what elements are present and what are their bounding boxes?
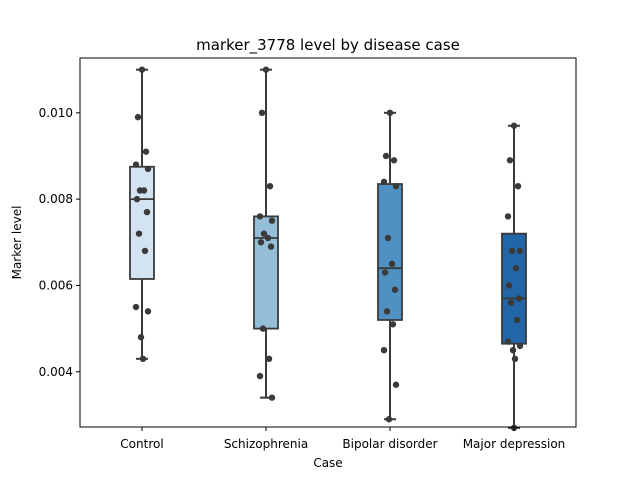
y-axis-label: Marker level bbox=[10, 206, 24, 280]
data-point bbox=[259, 325, 267, 332]
data-point bbox=[142, 148, 150, 155]
data-point bbox=[257, 239, 265, 246]
data-point bbox=[143, 208, 151, 216]
data-point bbox=[267, 243, 275, 250]
data-point bbox=[260, 230, 268, 237]
plot-content bbox=[129, 66, 527, 432]
data-point bbox=[514, 182, 522, 190]
x-tick-label: Bipolar disorder bbox=[342, 437, 437, 451]
x-tick-label: Control bbox=[120, 437, 163, 451]
swarm-points-0 bbox=[132, 66, 152, 363]
data-point bbox=[381, 269, 389, 276]
data-point bbox=[256, 213, 264, 220]
data-point bbox=[512, 264, 520, 272]
data-point bbox=[265, 355, 273, 363]
data-point bbox=[504, 213, 512, 220]
data-point bbox=[380, 178, 388, 186]
data-point bbox=[134, 113, 142, 121]
data-point bbox=[511, 355, 519, 363]
data-point bbox=[385, 416, 393, 423]
x-axis-label: Case bbox=[313, 456, 342, 470]
data-point bbox=[268, 217, 276, 224]
data-point bbox=[141, 247, 149, 255]
x-axis: Control Schizophrenia Bipolar disorder Majo… bbox=[120, 427, 565, 451]
data-point bbox=[258, 109, 266, 117]
data-point bbox=[266, 182, 274, 190]
data-point bbox=[392, 182, 400, 190]
box-group-0 bbox=[129, 68, 155, 360]
data-point bbox=[137, 334, 145, 341]
box-iqr bbox=[377, 183, 403, 321]
data-point bbox=[508, 247, 516, 255]
data-point bbox=[516, 342, 524, 350]
data-point bbox=[140, 187, 148, 194]
data-point bbox=[262, 66, 270, 73]
data-point bbox=[390, 157, 398, 164]
plot-frame bbox=[79, 57, 577, 428]
data-point bbox=[135, 230, 143, 237]
data-point bbox=[383, 308, 391, 315]
y-axis: 0.004 0.006 0.008 0.010 bbox=[39, 106, 80, 379]
data-point bbox=[513, 316, 521, 324]
data-point bbox=[388, 260, 396, 268]
data-point bbox=[132, 161, 140, 168]
box-group-2 bbox=[377, 111, 403, 421]
swarm-points-1 bbox=[256, 66, 276, 401]
x-tick-label: Schizophrenia bbox=[224, 437, 308, 451]
data-point bbox=[133, 195, 141, 203]
y-tick-label: 0.006 bbox=[39, 278, 73, 292]
data-point bbox=[386, 109, 394, 117]
chart-title: marker_3778 level by disease case bbox=[196, 36, 460, 55]
y-tick-label: 0.010 bbox=[39, 106, 73, 120]
y-tick-label: 0.004 bbox=[39, 365, 73, 379]
data-point bbox=[516, 247, 524, 255]
data-point bbox=[504, 338, 512, 345]
data-point bbox=[505, 282, 513, 289]
data-point bbox=[389, 321, 397, 328]
data-point bbox=[268, 394, 276, 401]
data-point bbox=[138, 66, 146, 73]
data-point bbox=[256, 372, 264, 380]
data-point bbox=[506, 157, 514, 164]
data-point bbox=[509, 346, 517, 354]
box-iqr bbox=[129, 165, 155, 280]
x-tick-label: Major depression bbox=[463, 437, 566, 451]
data-point bbox=[139, 355, 147, 363]
data-point bbox=[515, 295, 523, 302]
data-point bbox=[510, 122, 518, 129]
y-tick-label: 0.008 bbox=[39, 192, 73, 206]
data-point bbox=[144, 165, 152, 173]
data-point bbox=[264, 234, 272, 242]
data-point bbox=[391, 286, 399, 293]
data-point bbox=[507, 299, 515, 306]
data-point bbox=[384, 234, 392, 242]
swarm-points-2 bbox=[380, 109, 400, 423]
data-point bbox=[132, 303, 140, 311]
data-point bbox=[380, 346, 388, 354]
data-point bbox=[392, 381, 400, 388]
data-point bbox=[382, 152, 390, 160]
data-point bbox=[144, 308, 152, 315]
